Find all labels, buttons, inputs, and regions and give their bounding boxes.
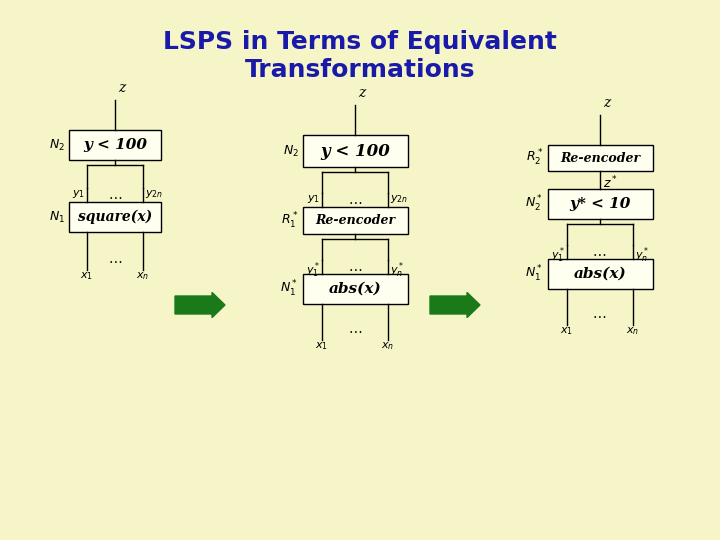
FancyBboxPatch shape: [547, 259, 652, 289]
Text: $N_2$: $N_2$: [49, 138, 65, 152]
Text: abs(x): abs(x): [574, 267, 626, 281]
Text: $N_1$: $N_1$: [49, 210, 65, 225]
Text: LSPS in Terms of Equivalent: LSPS in Terms of Equivalent: [163, 30, 557, 54]
FancyArrow shape: [175, 292, 225, 318]
Text: z: z: [603, 96, 611, 110]
Text: Transformations: Transformations: [245, 58, 475, 82]
Text: $y_1$: $y_1$: [307, 193, 320, 205]
Text: $N_2$: $N_2$: [282, 144, 299, 159]
Text: …: …: [348, 260, 362, 274]
Text: $y^*_n$: $y^*_n$: [390, 260, 405, 280]
Text: y < 100: y < 100: [83, 138, 147, 152]
FancyBboxPatch shape: [547, 189, 652, 219]
Text: …: …: [593, 307, 607, 321]
FancyBboxPatch shape: [69, 130, 161, 160]
Text: $R^*_1$: $R^*_1$: [281, 211, 299, 231]
FancyBboxPatch shape: [69, 202, 161, 232]
Text: $x_n$: $x_n$: [136, 270, 150, 282]
Text: $N^*_2$: $N^*_2$: [526, 194, 544, 214]
Text: abs(x): abs(x): [328, 282, 382, 296]
Text: …: …: [593, 245, 607, 259]
Text: y < 100: y < 100: [320, 143, 390, 159]
Text: …: …: [108, 252, 122, 266]
Text: $x_1$: $x_1$: [560, 325, 574, 337]
Text: Re-encoder: Re-encoder: [315, 214, 395, 227]
FancyBboxPatch shape: [302, 274, 408, 304]
FancyArrow shape: [430, 292, 480, 318]
Text: y* < 10: y* < 10: [570, 197, 631, 211]
Text: $R^*_2$: $R^*_2$: [526, 148, 544, 168]
Text: $y_{2n}$: $y_{2n}$: [390, 193, 408, 205]
Text: $x_1$: $x_1$: [81, 270, 94, 282]
Text: …: …: [348, 322, 362, 336]
Text: square(x): square(x): [78, 210, 152, 224]
FancyBboxPatch shape: [547, 145, 652, 171]
Text: $y^*_1$: $y^*_1$: [305, 260, 320, 280]
Text: $N^*_1$: $N^*_1$: [526, 264, 544, 284]
Text: z: z: [358, 86, 365, 100]
Text: …: …: [108, 188, 122, 202]
FancyBboxPatch shape: [302, 135, 408, 167]
Text: …: …: [348, 193, 362, 207]
Text: $x_n$: $x_n$: [626, 325, 639, 337]
Text: $x_1$: $x_1$: [315, 340, 328, 352]
Text: z: z: [118, 81, 125, 95]
Text: Re-encoder: Re-encoder: [560, 152, 640, 165]
Text: $y^*_1$: $y^*_1$: [551, 245, 565, 265]
Text: $y_1$: $y_1$: [72, 188, 85, 200]
Text: $x_n$: $x_n$: [382, 340, 395, 352]
FancyBboxPatch shape: [302, 207, 408, 234]
Text: $z^*$: $z^*$: [603, 175, 618, 192]
Text: $N^*_1$: $N^*_1$: [280, 279, 299, 299]
Text: $y_{2n}$: $y_{2n}$: [145, 188, 163, 200]
Text: $y^*_n$: $y^*_n$: [635, 245, 649, 265]
